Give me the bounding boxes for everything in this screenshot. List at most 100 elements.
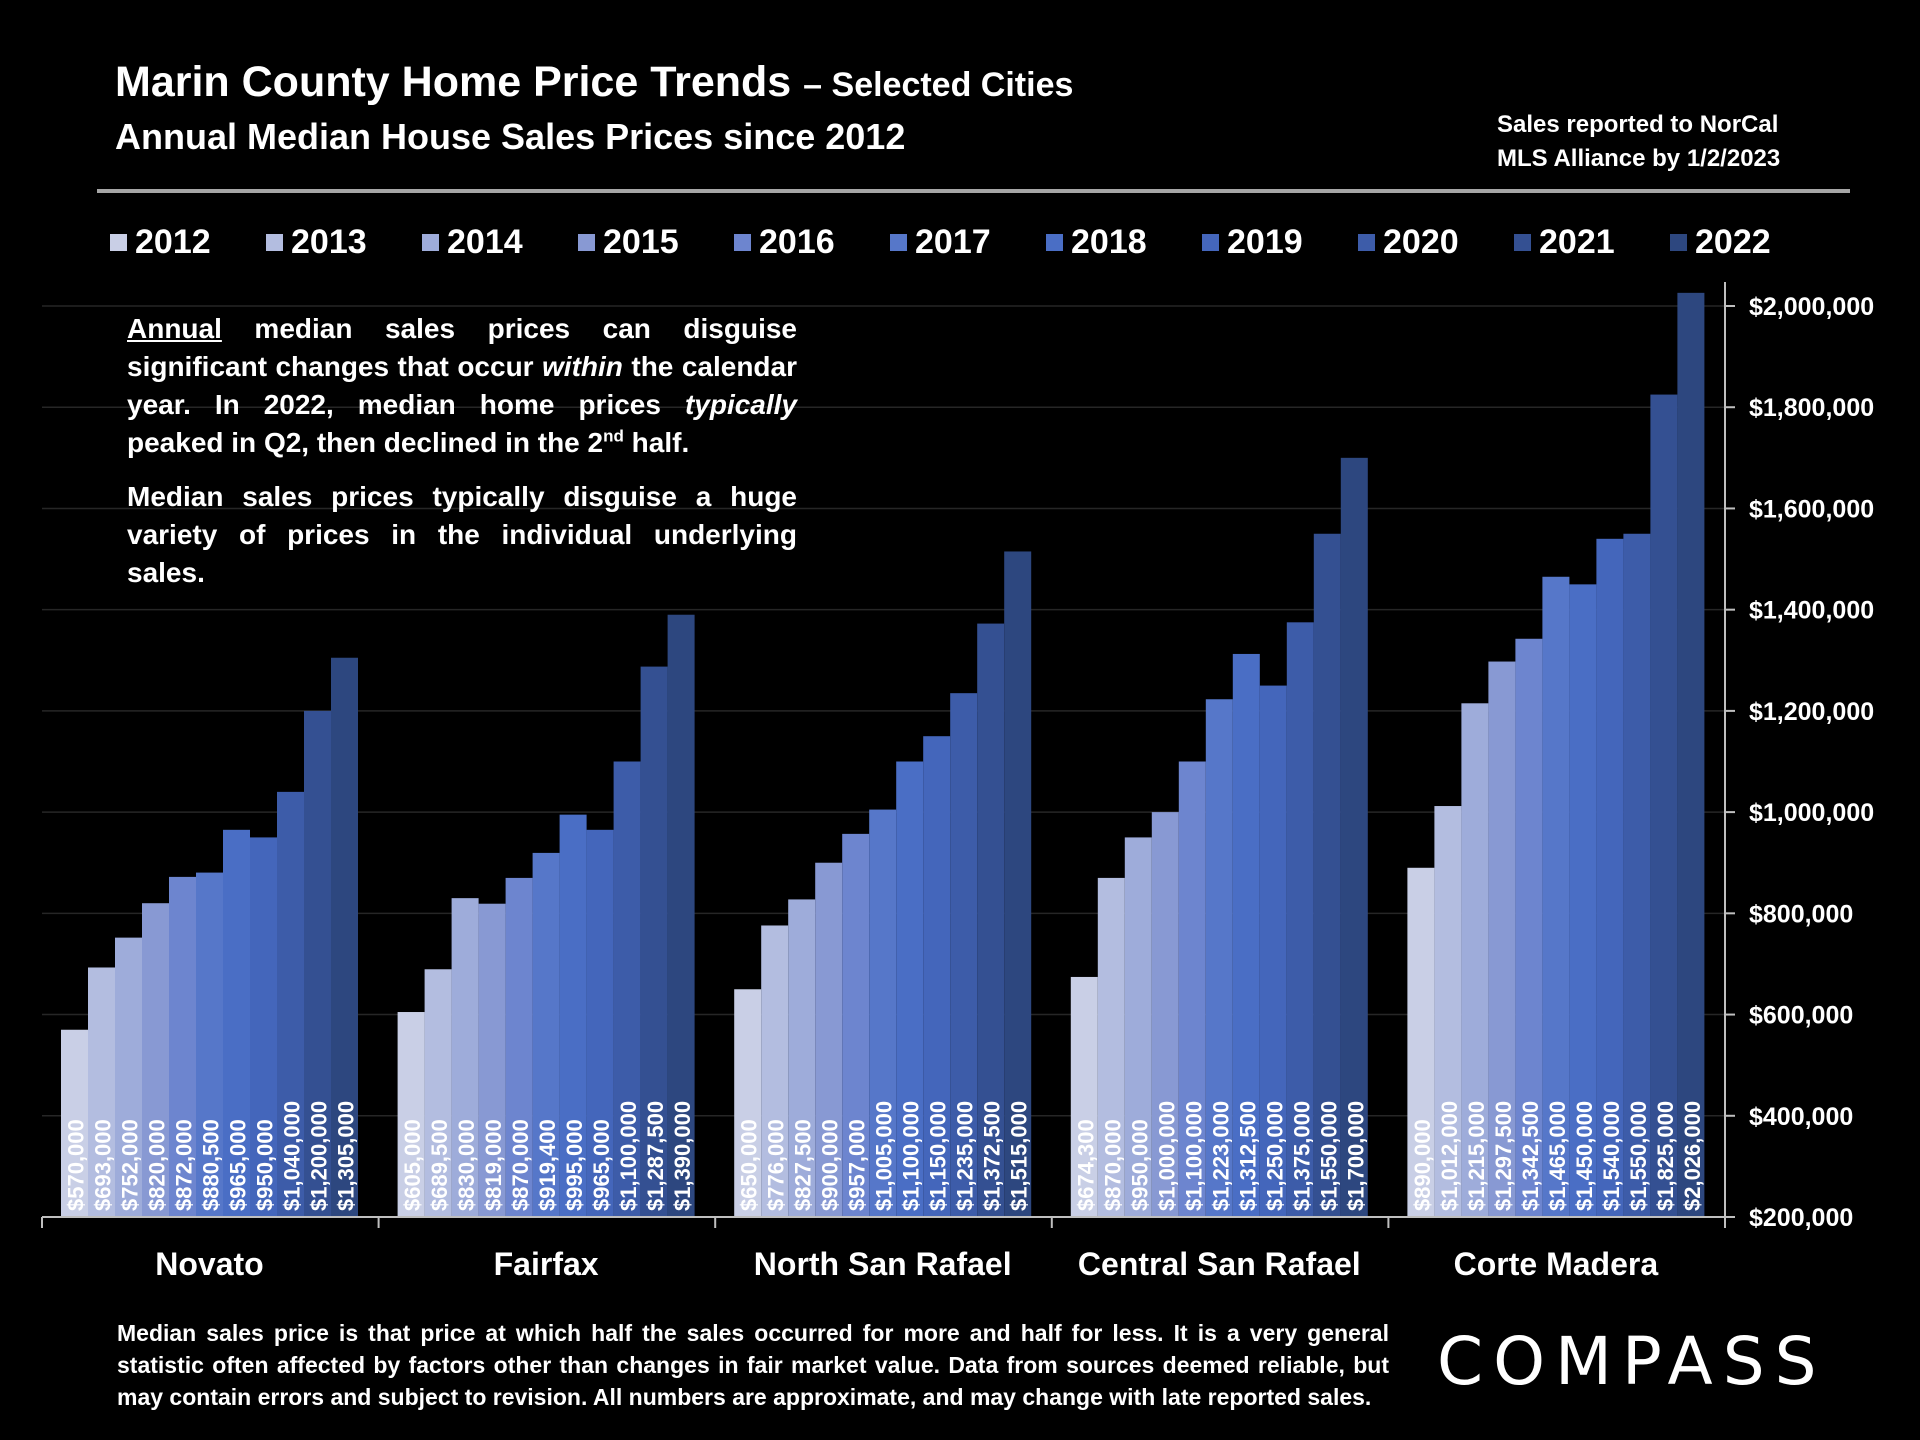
bar-value-label: $693,000 bbox=[91, 1119, 116, 1211]
bar bbox=[1151, 812, 1179, 1217]
bar-value-label: $880,500 bbox=[199, 1119, 224, 1211]
title-suffix: – Selected Cities bbox=[803, 66, 1074, 104]
bar-value-label: $1,465,000 bbox=[1545, 1101, 1570, 1211]
y-tick-label: $1,400,000 bbox=[1749, 597, 1874, 625]
bar-value-label: $1,100,000 bbox=[616, 1101, 641, 1211]
y-tick-label: $600,000 bbox=[1749, 1002, 1853, 1030]
bar bbox=[250, 837, 277, 1217]
bar bbox=[1515, 638, 1543, 1217]
bar bbox=[613, 761, 641, 1217]
bar bbox=[842, 833, 870, 1217]
legend-swatch bbox=[422, 233, 439, 251]
legend-label: 2012 bbox=[135, 222, 211, 261]
bar-value-label: $1,100,000 bbox=[899, 1101, 924, 1211]
legend-swatch bbox=[1514, 233, 1531, 251]
y-tick-label: $1,800,000 bbox=[1749, 394, 1874, 422]
bar bbox=[1124, 837, 1152, 1217]
bar-value-label: $776,000 bbox=[764, 1119, 789, 1211]
bar-value-label: $870,000 bbox=[1100, 1119, 1125, 1211]
bar bbox=[640, 666, 668, 1217]
bar-value-label: $1,305,000 bbox=[334, 1101, 359, 1211]
annotation-paragraph-2: Median sales prices typically disguise a… bbox=[127, 481, 797, 588]
legend-label: 2016 bbox=[759, 222, 835, 261]
title-main: Marin County Home Price Trends bbox=[115, 58, 792, 106]
annotation-text-b: the calendar year. In 2022, median home … bbox=[127, 351, 797, 420]
bar-value-label: $1,515,000 bbox=[1007, 1101, 1032, 1211]
bar bbox=[1407, 867, 1435, 1217]
bar-value-label: $1,200,000 bbox=[307, 1101, 332, 1211]
bar-value-label: $1,040,000 bbox=[280, 1101, 305, 1211]
y-tick-label: $400,000 bbox=[1749, 1103, 1853, 1131]
annotation-text-c: peaked in Q2, then declined in the 2 bbox=[127, 427, 604, 458]
bar bbox=[586, 829, 614, 1217]
chart-title: Marin County Home Price Trends – Selecte… bbox=[115, 58, 1073, 107]
bar-value-label: $957,000 bbox=[845, 1119, 870, 1211]
y-tick-label: $200,000 bbox=[1749, 1204, 1853, 1232]
y-tick-label: $1,600,000 bbox=[1749, 495, 1874, 523]
bar-value-label: $1,012,000 bbox=[1437, 1101, 1462, 1211]
compass-logo-text: COMPASS bbox=[1437, 1323, 1827, 1398]
bar-value-label: $1,550,000 bbox=[1316, 1101, 1341, 1211]
bar bbox=[1340, 457, 1368, 1217]
legend-item: 2016 bbox=[734, 220, 835, 264]
bar bbox=[1259, 685, 1287, 1217]
compass-logo: COMPASS bbox=[1437, 1323, 1827, 1398]
bar-value-label: $1,372,500 bbox=[980, 1101, 1005, 1211]
source-note-line-2: MLS Alliance by 1/2/2023 bbox=[1497, 145, 1781, 172]
bar-value-label: $900,000 bbox=[818, 1119, 843, 1211]
bar bbox=[1205, 699, 1233, 1217]
bar-value-label: $950,000 bbox=[253, 1119, 278, 1211]
bar-value-label: $1,375,000 bbox=[1289, 1101, 1314, 1211]
legend-label: 2015 bbox=[603, 222, 679, 261]
bar-value-label: $570,000 bbox=[64, 1119, 89, 1211]
bar bbox=[397, 1012, 425, 1217]
category-label: Fairfax bbox=[494, 1246, 599, 1282]
bar-value-label: $1,700,000 bbox=[1343, 1101, 1368, 1211]
header-divider bbox=[97, 189, 1850, 193]
legend-label: 2019 bbox=[1227, 222, 1303, 261]
category-label: North San Rafael bbox=[754, 1246, 1012, 1282]
annotation-italic-1: within bbox=[542, 351, 623, 382]
bar-value-label: $650,000 bbox=[737, 1119, 762, 1211]
bar-value-label: $965,000 bbox=[226, 1119, 251, 1211]
annotation-text-a: median sales prices can disguise signifi… bbox=[127, 313, 797, 382]
legend-swatch bbox=[1358, 233, 1375, 251]
legend-item: 2015 bbox=[578, 220, 679, 264]
bar bbox=[505, 877, 533, 1217]
bar-value-label: $1,540,000 bbox=[1599, 1101, 1624, 1211]
bar-value-label: $1,390,000 bbox=[670, 1101, 695, 1211]
bar bbox=[923, 736, 951, 1217]
category-label: Corte Madera bbox=[1454, 1246, 1659, 1282]
bar-value-label: $689,500 bbox=[427, 1119, 452, 1211]
source-note: Sales reported to NorCal MLS Alliance by… bbox=[1497, 108, 1817, 176]
legend-swatch bbox=[1202, 233, 1219, 251]
legend-item: 2017 bbox=[890, 220, 991, 264]
bar bbox=[331, 657, 358, 1217]
bar bbox=[478, 903, 506, 1217]
bar bbox=[761, 925, 789, 1217]
bar bbox=[424, 969, 452, 1217]
annotation-underlined: Annual bbox=[127, 313, 222, 344]
legend-swatch bbox=[266, 233, 283, 251]
bar-value-label: $870,000 bbox=[508, 1119, 533, 1211]
legend-item: 2019 bbox=[1202, 220, 1303, 264]
category-label: Central San Rafael bbox=[1078, 1246, 1361, 1282]
bar bbox=[1004, 551, 1032, 1217]
bar bbox=[869, 809, 897, 1217]
legend-item: 2013 bbox=[266, 220, 367, 264]
annotation-paragraph-1: Annual median sales prices can disguise … bbox=[127, 310, 797, 462]
legend-label: 2017 bbox=[915, 222, 991, 261]
source-note-line-1: Sales reported to NorCal bbox=[1497, 111, 1779, 138]
bar bbox=[977, 623, 1005, 1217]
bar-value-label: $950,000 bbox=[1127, 1119, 1152, 1211]
bar-value-label: $827,500 bbox=[791, 1119, 816, 1211]
bar bbox=[1677, 292, 1705, 1217]
legend-label: 2014 bbox=[447, 222, 523, 261]
bar bbox=[142, 903, 169, 1217]
bar bbox=[1569, 584, 1597, 1217]
bar bbox=[61, 1029, 88, 1217]
bar-value-label: $965,000 bbox=[589, 1119, 614, 1211]
legend-item: 2022 bbox=[1670, 220, 1771, 264]
bar-value-label: $1,005,000 bbox=[872, 1101, 897, 1211]
bar bbox=[559, 814, 587, 1217]
